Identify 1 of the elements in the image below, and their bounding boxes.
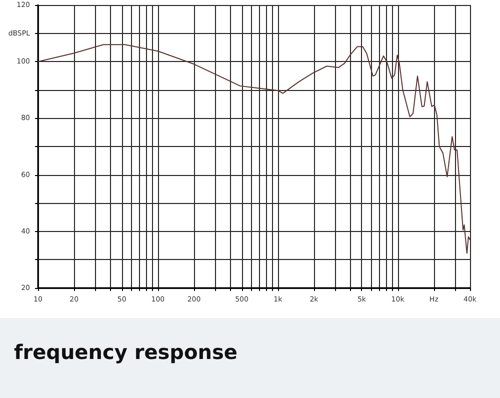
text: frequency response <box>0 318 500 398</box>
